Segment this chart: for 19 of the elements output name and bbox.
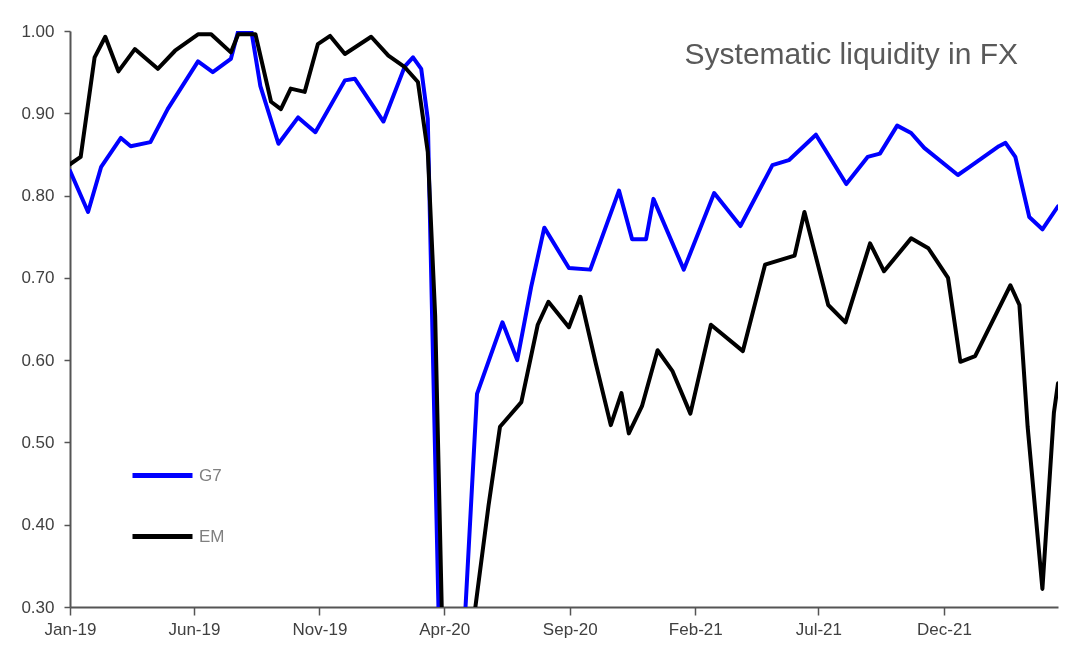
- y-tick-label: 0.40: [21, 515, 55, 535]
- y-tick-label: 0.30: [21, 597, 55, 617]
- x-tick-label: Jul-21: [795, 619, 843, 639]
- y-tick-label: 1.00: [21, 21, 55, 41]
- y-tick-label: 0.60: [21, 350, 55, 370]
- y-tick-label: 0.70: [21, 268, 55, 288]
- x-tick-label: Feb-21: [668, 619, 723, 639]
- x-tick-label: Dec-21: [917, 619, 972, 639]
- y-tick-label: 0.50: [21, 432, 55, 452]
- y-tick-label: 0.90: [21, 103, 55, 123]
- y-tick-label: 0.80: [21, 186, 55, 206]
- legend-label: EM: [199, 526, 225, 546]
- x-tick-label: Sep-20: [542, 619, 598, 639]
- x-tick-label: Jun-19: [168, 619, 221, 639]
- legend-label: G7: [199, 465, 222, 485]
- chart-title: Systematic liquidity in FX: [684, 37, 1018, 70]
- x-tick-label: Nov-19: [292, 619, 348, 639]
- x-tick-label: Apr-20: [419, 619, 471, 639]
- x-tick-label: Jan-19: [44, 619, 97, 639]
